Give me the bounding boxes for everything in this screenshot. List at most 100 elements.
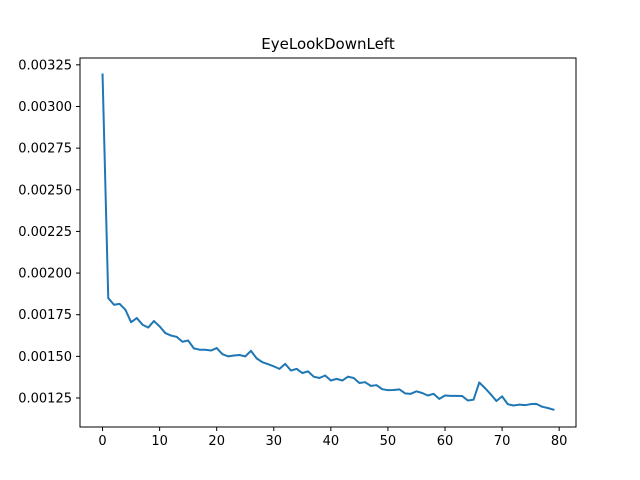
- y-tick-label: 0.00175: [18, 308, 72, 323]
- data-point: [158, 325, 161, 328]
- data-point: [341, 379, 344, 382]
- series-layer: [101, 73, 555, 411]
- data-point: [238, 354, 241, 356]
- data-point: [404, 392, 406, 395]
- data-point: [472, 398, 475, 401]
- data-point: [130, 321, 132, 324]
- x-tick-label: 50: [380, 434, 397, 449]
- data-point: [358, 382, 361, 384]
- x-tick-label: 30: [266, 434, 283, 449]
- data-point: [364, 381, 366, 384]
- data-point: [192, 347, 195, 350]
- data-point: [107, 297, 110, 299]
- data-point: [181, 340, 184, 343]
- data-point: [255, 357, 258, 360]
- data-point: [324, 374, 327, 377]
- data-point: [244, 355, 247, 358]
- plot-frame: [79, 57, 577, 428]
- data-point: [466, 399, 469, 402]
- data-point: [347, 375, 349, 378]
- y-tick-label: 0.00325: [18, 58, 72, 73]
- data-point: [421, 392, 424, 394]
- x-tick-label: 40: [323, 434, 340, 449]
- data-point: [221, 353, 224, 356]
- data-point: [198, 348, 201, 351]
- data-point: [164, 332, 167, 334]
- data-point: [398, 388, 401, 391]
- data-point: [409, 392, 412, 395]
- data-point: [175, 335, 178, 338]
- data-point: [278, 367, 281, 370]
- data-point: [512, 404, 515, 407]
- data-point: [170, 334, 172, 337]
- series-line: [101, 73, 555, 411]
- data-point: [541, 405, 543, 408]
- data-point: [387, 389, 389, 392]
- data-point: [444, 394, 446, 397]
- x-tick-label: 80: [551, 434, 568, 449]
- x-tick-label: 70: [494, 434, 511, 449]
- data-point: [369, 384, 372, 387]
- data-point: [432, 392, 435, 395]
- data-point: [506, 403, 509, 406]
- data-point: [227, 355, 230, 358]
- data-point: [147, 326, 150, 329]
- data-point: [426, 394, 429, 397]
- data-point: [489, 393, 492, 396]
- data-point: [272, 365, 275, 368]
- y-tick-label: 0.00225: [18, 225, 72, 240]
- data-point: [552, 408, 555, 411]
- data-point: [455, 394, 458, 397]
- data-point: [484, 387, 486, 389]
- data-point: [295, 367, 298, 370]
- data-point: [153, 320, 155, 322]
- y-tick-label: 0.00200: [18, 267, 72, 282]
- y-tick-label: 0.00150: [18, 350, 72, 365]
- data-point: [124, 308, 127, 311]
- data-point: [518, 403, 521, 406]
- data-point: [438, 397, 441, 400]
- data-point: [135, 317, 138, 319]
- y-tick-label: 0.00275: [18, 142, 72, 157]
- data-point: [210, 349, 212, 352]
- data-point: [290, 369, 292, 372]
- data-point: [495, 400, 498, 402]
- data-point: [529, 403, 532, 406]
- data-point: [501, 395, 503, 398]
- data-point: [301, 372, 304, 374]
- data-point: [232, 354, 235, 357]
- x-tick-label: 0: [98, 434, 106, 449]
- y-tick-label: 0.00125: [18, 392, 72, 407]
- data-point: [141, 323, 144, 326]
- data-point: [250, 349, 252, 352]
- data-point: [449, 394, 452, 397]
- chart-title: EyeLookDownLeft: [261, 35, 395, 53]
- data-point: [267, 363, 269, 366]
- data-point: [524, 404, 526, 407]
- x-tick-label: 60: [437, 434, 454, 449]
- data-point: [381, 388, 384, 391]
- y-axis-ticks: 0.00125 0.00150 0.00175 0.00200 0.00225 0.002…: [18, 58, 80, 407]
- data-point: [375, 384, 378, 387]
- y-tick-label: 0.00250: [18, 183, 72, 198]
- data-point: [204, 348, 207, 351]
- data-point: [546, 407, 549, 409]
- data-point: [118, 302, 121, 305]
- data-point: [187, 339, 190, 342]
- y-tick-label: 0.00300: [18, 100, 72, 115]
- x-tick-label: 20: [208, 434, 225, 449]
- data-point: [335, 377, 338, 380]
- data-point: [261, 361, 264, 364]
- data-point: [312, 375, 315, 378]
- x-tick-label: 10: [151, 434, 168, 449]
- data-point: [415, 390, 418, 393]
- data-point: [101, 73, 104, 76]
- data-point: [215, 347, 218, 349]
- data-point: [329, 379, 332, 382]
- data-point: [284, 362, 287, 365]
- series-points: [101, 73, 555, 411]
- data-point: [113, 303, 115, 306]
- data-point: [461, 395, 464, 397]
- data-point: [535, 402, 538, 405]
